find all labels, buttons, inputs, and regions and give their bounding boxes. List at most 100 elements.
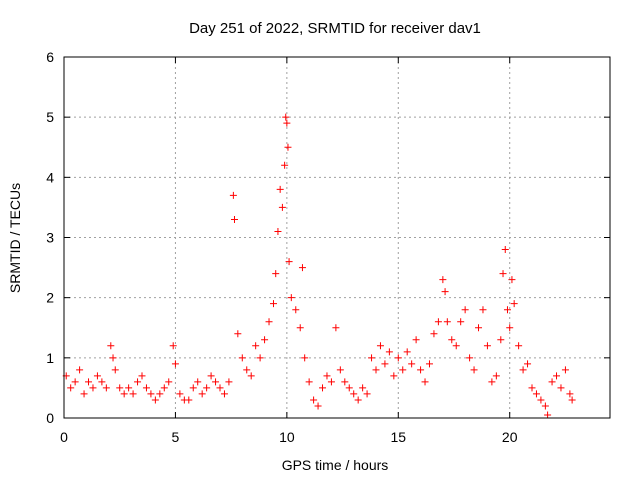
data-point-0-95 xyxy=(441,288,449,296)
data-point-0-46 xyxy=(256,354,264,362)
data-point-0-58 xyxy=(285,258,293,266)
data-point-0-68 xyxy=(323,372,331,380)
data-point-0-18 xyxy=(138,372,146,380)
data-point-0-12 xyxy=(111,366,119,374)
data-point-0-5 xyxy=(85,378,93,386)
y-tick-label-6: 6 xyxy=(46,49,54,65)
data-point-0-56 xyxy=(283,119,291,127)
data-point-0-8 xyxy=(98,378,106,386)
data-point-0-24 xyxy=(165,378,173,386)
data-point-0-79 xyxy=(372,366,380,374)
data-point-0-124 xyxy=(553,372,561,380)
y-tick-label-4: 4 xyxy=(46,169,54,185)
data-point-0-102 xyxy=(470,366,478,374)
data-point-0-25 xyxy=(169,342,177,350)
data-point-0-26 xyxy=(171,360,179,368)
data-point-0-62 xyxy=(298,264,306,272)
data-point-0-50 xyxy=(272,270,280,278)
data-point-0-120 xyxy=(537,396,545,404)
data-point-0-105 xyxy=(483,342,491,350)
data-point-0-36 xyxy=(216,384,224,392)
data-point-0-3 xyxy=(76,366,84,374)
x-tick-label-5: 5 xyxy=(172,429,180,445)
data-point-0-38 xyxy=(225,378,233,386)
data-point-0-52 xyxy=(276,185,284,193)
data-point-0-112 xyxy=(506,324,514,332)
data-point-0-90 xyxy=(421,378,429,386)
data-point-0-82 xyxy=(385,348,393,356)
data-point-0-7 xyxy=(93,372,101,380)
data-point-0-87 xyxy=(408,360,416,368)
x-tick-label-10: 10 xyxy=(279,429,295,445)
data-point-0-91 xyxy=(425,360,433,368)
data-point-0-100 xyxy=(461,306,469,314)
data-point-0-99 xyxy=(457,318,465,326)
data-point-0-111 xyxy=(503,306,511,314)
data-point-0-61 xyxy=(296,324,304,332)
data-point-0-51 xyxy=(274,227,282,235)
data-point-0-19 xyxy=(142,384,150,392)
y-tick-label-0: 0 xyxy=(46,410,54,426)
data-point-0-13 xyxy=(116,384,124,392)
data-point-0-109 xyxy=(499,270,507,278)
data-point-0-43 xyxy=(243,366,251,374)
y-axis-label: SRMTID / TECUs xyxy=(7,183,23,293)
data-point-0-20 xyxy=(147,390,155,398)
x-tick-label-20: 20 xyxy=(502,429,518,445)
data-point-0-108 xyxy=(497,336,505,344)
data-point-0-106 xyxy=(488,378,496,386)
data-point-0-27 xyxy=(176,390,184,398)
data-point-0-85 xyxy=(399,366,407,374)
data-point-0-35 xyxy=(212,378,220,386)
data-point-0-118 xyxy=(528,384,536,392)
data-point-0-42 xyxy=(238,354,246,362)
data-point-0-115 xyxy=(515,342,523,350)
data-point-0-114 xyxy=(510,300,518,308)
data-point-0-2 xyxy=(71,378,79,386)
data-point-0-4 xyxy=(80,390,88,398)
data-point-0-117 xyxy=(524,360,532,368)
data-point-0-48 xyxy=(265,318,273,326)
data-point-0-29 xyxy=(185,396,193,404)
data-point-0-71 xyxy=(336,366,344,374)
data-point-0-47 xyxy=(261,336,269,344)
data-point-0-101 xyxy=(466,354,474,362)
data-point-0-60 xyxy=(292,306,300,314)
data-point-0-84 xyxy=(394,354,402,362)
data-point-0-75 xyxy=(354,396,362,404)
data-point-0-49 xyxy=(269,300,277,308)
data-point-0-39 xyxy=(229,191,237,199)
data-point-0-86 xyxy=(403,348,411,356)
data-point-0-45 xyxy=(252,342,260,350)
data-point-0-14 xyxy=(120,390,128,398)
x-tick-label-15: 15 xyxy=(390,429,406,445)
data-point-0-104 xyxy=(479,306,487,314)
data-point-0-31 xyxy=(194,378,202,386)
data-point-0-34 xyxy=(207,372,215,380)
y-tick-label-5: 5 xyxy=(46,109,54,125)
y-tick-label-2: 2 xyxy=(46,290,54,306)
data-point-0-40 xyxy=(230,215,238,223)
data-point-0-107 xyxy=(492,372,500,380)
data-point-0-33 xyxy=(203,384,211,392)
data-points xyxy=(62,113,576,419)
data-point-0-73 xyxy=(345,384,353,392)
data-point-0-113 xyxy=(508,276,516,284)
data-point-0-10 xyxy=(107,342,115,350)
data-point-0-116 xyxy=(519,366,527,374)
data-point-0-53 xyxy=(278,203,286,211)
data-point-0-1 xyxy=(67,384,75,392)
data-point-0-9 xyxy=(102,384,110,392)
chart-title: Day 251 of 2022, SRMTID for receiver dav… xyxy=(189,20,481,37)
data-point-0-81 xyxy=(381,360,389,368)
data-point-0-23 xyxy=(160,384,168,392)
y-tick-label-3: 3 xyxy=(46,230,54,246)
data-point-0-57 xyxy=(284,143,292,151)
data-point-0-110 xyxy=(501,246,509,254)
data-point-0-44 xyxy=(247,372,255,380)
x-axis-label: GPS time / hours xyxy=(282,457,389,473)
data-point-0-78 xyxy=(368,354,376,362)
data-point-0-103 xyxy=(475,324,483,332)
data-point-0-127 xyxy=(566,390,574,398)
